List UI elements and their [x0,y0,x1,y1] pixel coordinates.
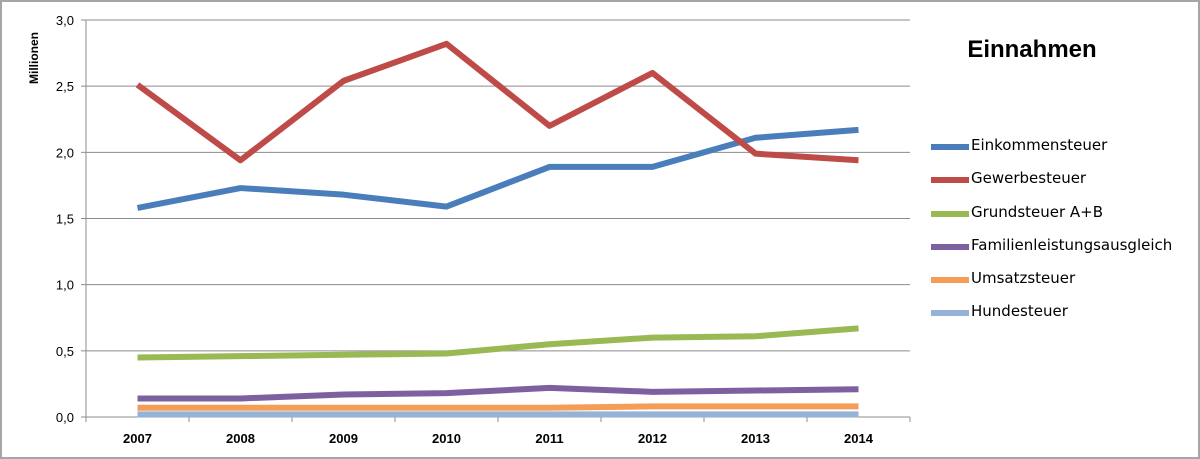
y-tick-label: 3,0 [56,13,74,28]
y-axis-title: Millionen [27,32,41,84]
legend-label: Familienleistungsausgleich [971,235,1173,254]
y-tick-label: 2,0 [56,145,74,160]
y-tick-label: 2,5 [56,79,74,94]
series-line-5 [137,403,859,411]
tick-labels: 0,0 0,5 1,0 1,5 2,0 2,5 3,0 2007 2008 2009 2010 201… [56,13,874,446]
x-tick-label: 2014 [844,431,874,446]
series-line-2 [135,40,859,164]
legend-label: Grundsteuer A+B [971,202,1104,221]
y-tick-label: 0,0 [56,410,74,425]
x-tick-label: 2008 [226,431,255,446]
series-lines [135,40,859,418]
x-tick-label: 2011 [535,431,563,446]
x-tick-label: 2013 [741,431,770,446]
series-line-3 [137,325,859,361]
legend-swatch [931,243,969,250]
legend-swatch [931,177,969,184]
legend-label: Gewerbesteuer [971,169,1087,188]
x-tick-label: 2007 [123,431,152,446]
legend-label: Einkommensteuer [971,136,1108,154]
x-tick-label: 2010 [432,431,461,446]
series-line-4 [137,384,859,402]
legend-label: Hundesteuer [971,302,1068,321]
legend-swatch [931,210,969,217]
y-tick-label: 1,5 [56,212,74,227]
legend-swatch [931,310,969,317]
legend-label: Umsatzsteuer [971,269,1076,288]
legend-swatch [931,144,969,150]
chart-title: Einnahmen [967,36,1097,63]
y-tick-label: 1,0 [56,278,74,293]
x-tick-label: 2012 [638,431,667,446]
y-tick-label: 0,5 [56,344,74,359]
series-line-1 [136,126,859,211]
x-tick-label: 2009 [329,431,358,446]
legend-swatch [931,277,969,284]
